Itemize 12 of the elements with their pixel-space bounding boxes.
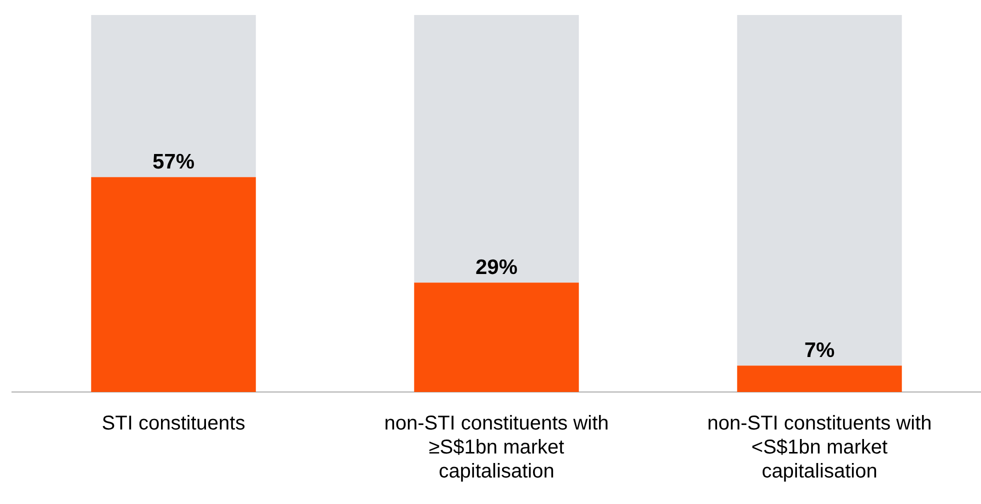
bar	[737, 366, 902, 392]
data-label: 7%	[804, 338, 835, 362]
bar	[414, 15, 579, 283]
x-tick-label: STI constituents	[102, 412, 246, 435]
bar	[91, 15, 256, 178]
data-label: 57%	[152, 150, 195, 174]
bar	[414, 282, 579, 392]
data-label: 29%	[475, 256, 518, 279]
x-tick-label: non-STI constituents with ≥S$1bn market capitalisation	[384, 412, 609, 483]
x-tick-label: non-STI constituents with <S$1bn market capitalisation	[707, 412, 932, 483]
bar	[737, 15, 902, 366]
bar	[91, 177, 256, 392]
